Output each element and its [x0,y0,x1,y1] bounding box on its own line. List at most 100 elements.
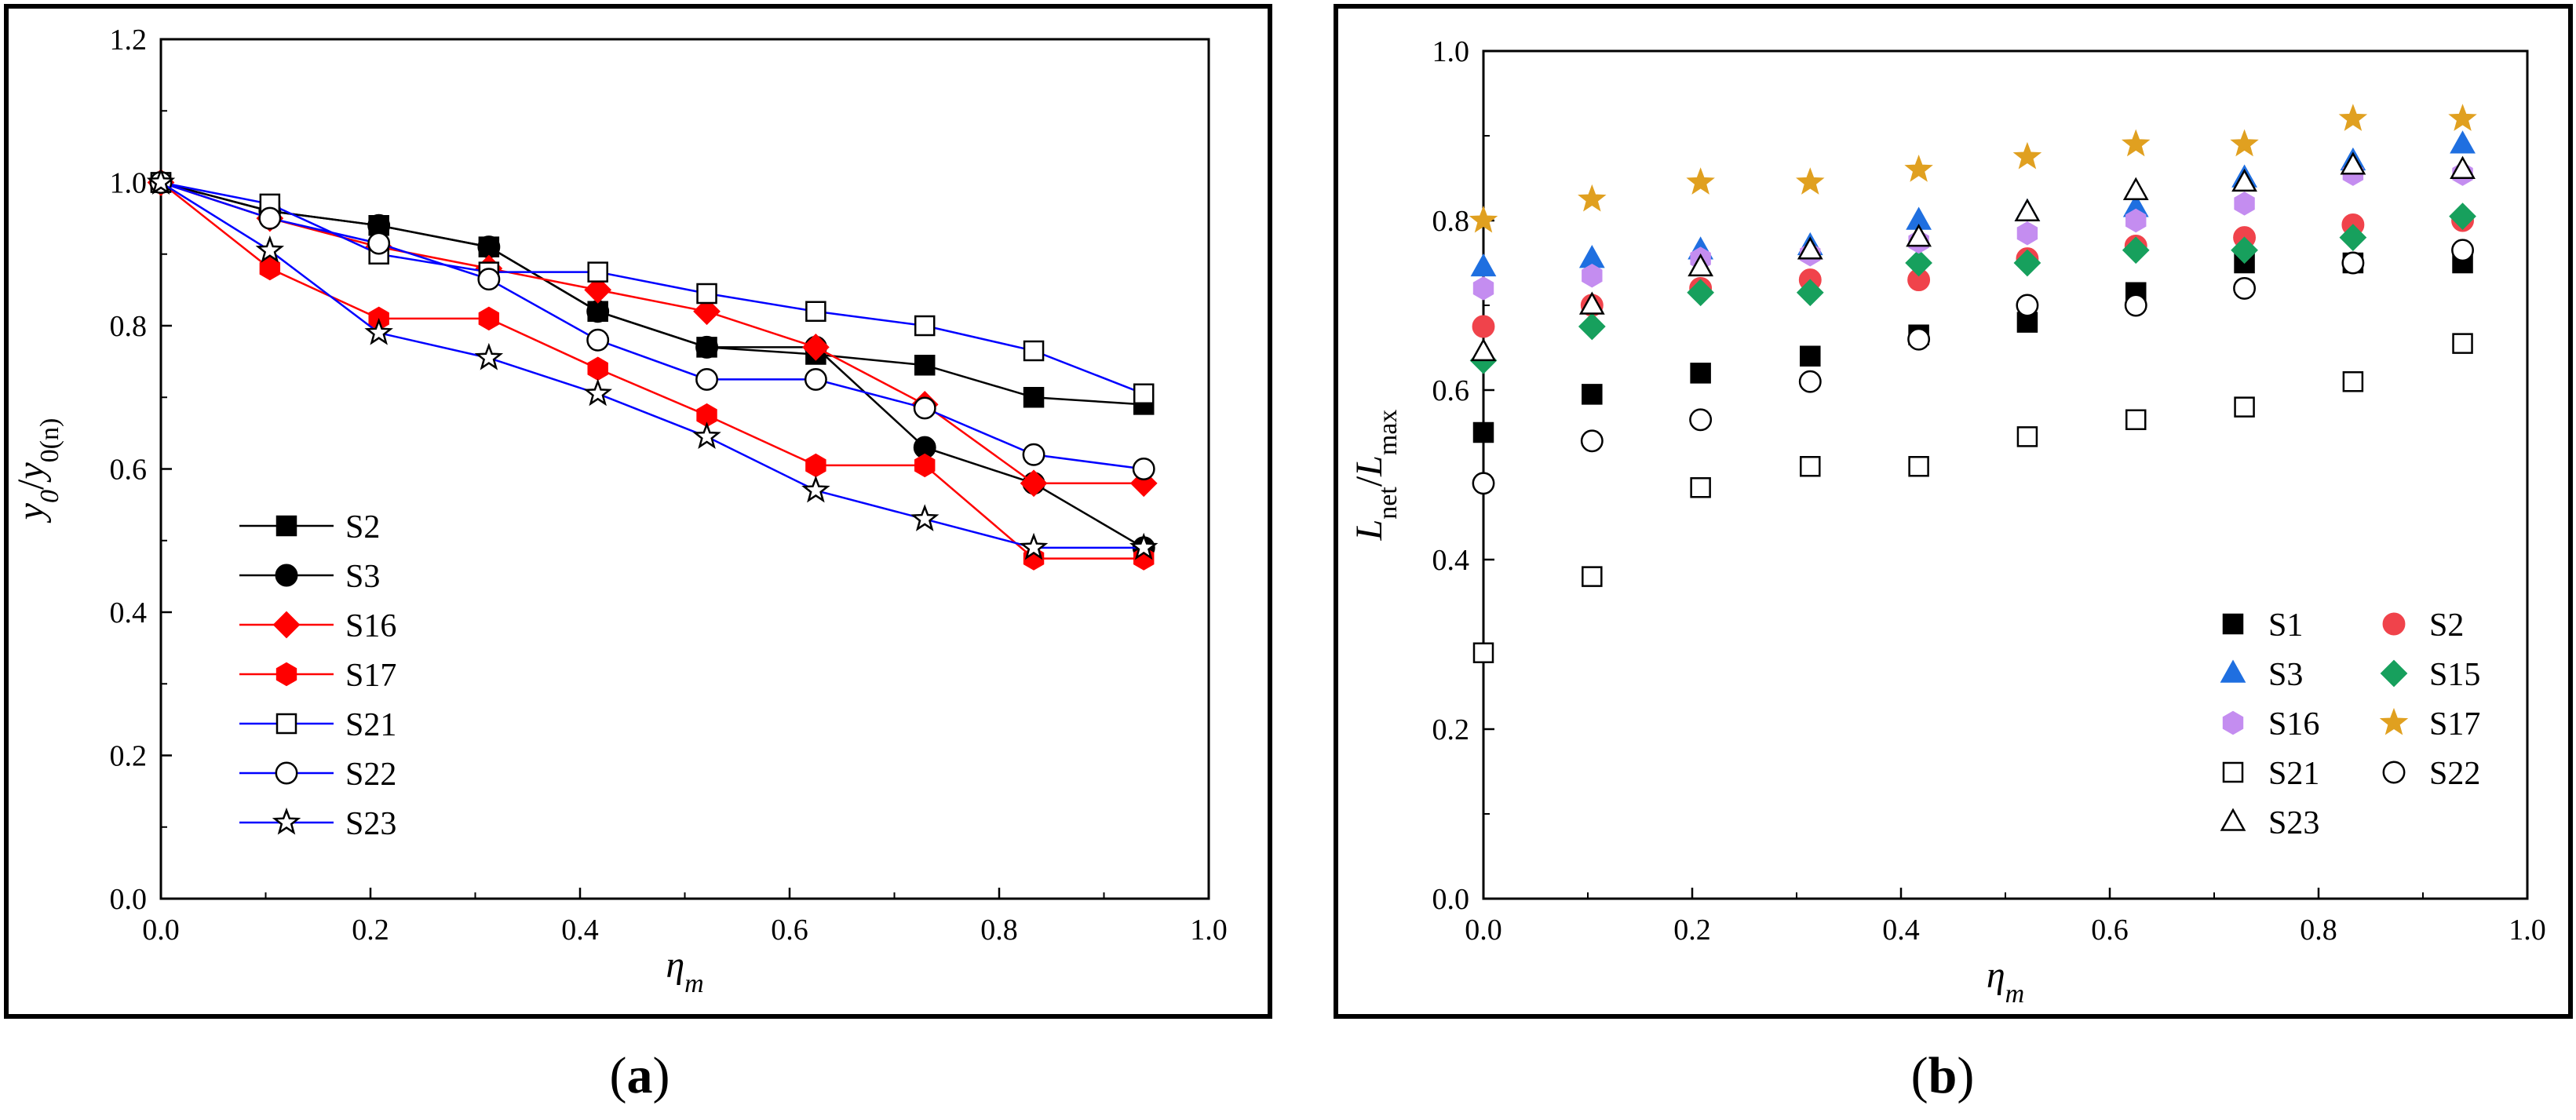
y-tick-label: 1.2 [110,24,148,57]
data-point [1472,642,1494,664]
legend-marker [2222,761,2244,783]
data-point [2124,294,2147,317]
data-point [2339,224,2367,251]
y-tick-label: 1.0 [1432,35,1470,68]
data-point [805,301,826,322]
legend-item-S17: S17 [239,658,396,694]
legend-item-S3: S3 [2220,657,2303,693]
data-point [1132,458,1155,480]
series-line [160,181,1144,470]
data-point [1800,455,1821,477]
data-point [477,235,501,259]
legend-label: S2 [345,509,380,545]
data-point [2342,370,2364,392]
data-point [2231,168,2257,192]
legend-label: S22 [345,757,396,793]
data-point [1798,370,1822,393]
data-point [2234,192,2255,216]
legend-item-S23: S23 [239,806,396,842]
data-point [364,317,393,345]
legend-marker [2222,613,2244,635]
legend-label: S2 [2429,607,2464,644]
x-tick-label: 0.2 [352,914,389,947]
data-point [2122,236,2150,264]
data-point [1796,167,1825,195]
data-point [584,276,612,304]
data-point [1687,279,1715,307]
data-point [1690,476,1711,498]
data-point [1133,383,1155,404]
data-point [2122,177,2149,200]
data-point [587,261,608,283]
panel-caption: (a) [610,1047,670,1104]
data-point [2125,208,2147,233]
x-tick-label: 0.8 [2300,914,2337,947]
data-point [802,334,830,361]
data-point [258,206,282,230]
legend-label: S1 [2268,607,2303,644]
data-point [1904,155,1933,182]
data-point [1582,384,1603,405]
data-point [2448,104,2477,131]
data-point [2016,221,2038,246]
y-axis-label: y0/y0(n) [10,418,64,524]
data-point [478,306,500,331]
data-point [1470,253,1497,277]
data-point [1023,340,1045,362]
legend: S2 S3 S16 S17 S21 S22 S23 [239,509,396,842]
series-S1 [1472,252,2473,443]
data-point [1688,253,1714,277]
legend-item-S2: S2 [239,509,380,545]
plot-area [1482,49,2529,900]
data-point [1800,345,1821,367]
data-point [1022,443,1045,466]
legend-marker [275,713,297,735]
legend-marker [2382,761,2406,784]
data-point [1796,279,1824,307]
data-point [1472,421,1494,443]
legend-item-S16: S16 [2222,706,2319,742]
data-point [914,453,936,478]
legend-marker [2220,659,2246,683]
series-S15 [1469,202,2476,374]
data-point [1690,363,1711,384]
x-tick-label: 1.0 [2508,914,2546,947]
y-tick-label: 0.8 [1432,205,1470,238]
legend-label: S21 [345,707,396,743]
series-S22 [1472,239,2474,495]
legend-label: S21 [2268,756,2319,792]
series-S2 [1472,209,2474,338]
panel-frame [1334,4,2573,1019]
series-S3 [149,171,1155,560]
data-point [2122,129,2151,157]
data-point [2014,198,2041,221]
data-point [2340,151,2366,175]
data-point [2341,251,2365,275]
data-point [913,396,936,420]
data-point [2230,129,2259,157]
data-point [692,421,721,449]
legend-marker [2222,710,2244,735]
data-point [695,335,718,359]
data-point [696,283,717,305]
x-tick-label: 0.2 [1673,914,1711,947]
legend-marker [275,761,298,785]
x-tick-label: 0.4 [1882,914,1920,947]
plot-area [159,38,1210,900]
y-tick-label: 0.2 [1432,713,1470,746]
series-S21 [1472,333,2473,664]
series-S3 [1470,130,2476,277]
data-point [1019,532,1049,560]
data-point [804,367,827,391]
panel-frame [4,4,1272,1019]
data-point [146,167,176,195]
legend-marker [272,807,301,835]
y-tick-label: 0.0 [110,883,148,916]
legend-label: S3 [2268,657,2303,693]
x-tick-label: 0.0 [142,914,180,947]
series-S23 [146,167,1158,560]
data-point [2233,276,2257,300]
data-point [1472,276,1494,301]
legend-marker [2382,612,2406,636]
